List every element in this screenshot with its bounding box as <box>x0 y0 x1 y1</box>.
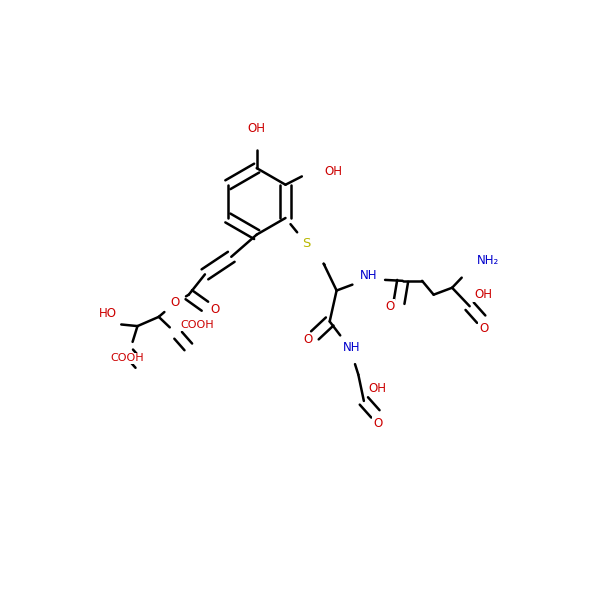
Text: O: O <box>211 304 220 316</box>
Text: O: O <box>479 322 488 335</box>
Text: O: O <box>170 296 179 310</box>
Text: NH: NH <box>360 269 377 282</box>
Text: O: O <box>385 300 394 313</box>
Text: OH: OH <box>248 122 266 136</box>
Text: COOH: COOH <box>181 320 214 330</box>
Text: O: O <box>304 334 313 346</box>
Text: OH: OH <box>325 165 343 178</box>
Text: O: O <box>373 416 382 430</box>
Text: NH₂: NH₂ <box>476 254 499 268</box>
Text: S: S <box>302 238 311 250</box>
Text: OH: OH <box>368 382 386 395</box>
Text: HO: HO <box>98 307 116 320</box>
Text: COOH: COOH <box>110 353 143 364</box>
Text: NH: NH <box>343 341 360 354</box>
Text: OH: OH <box>474 288 492 301</box>
